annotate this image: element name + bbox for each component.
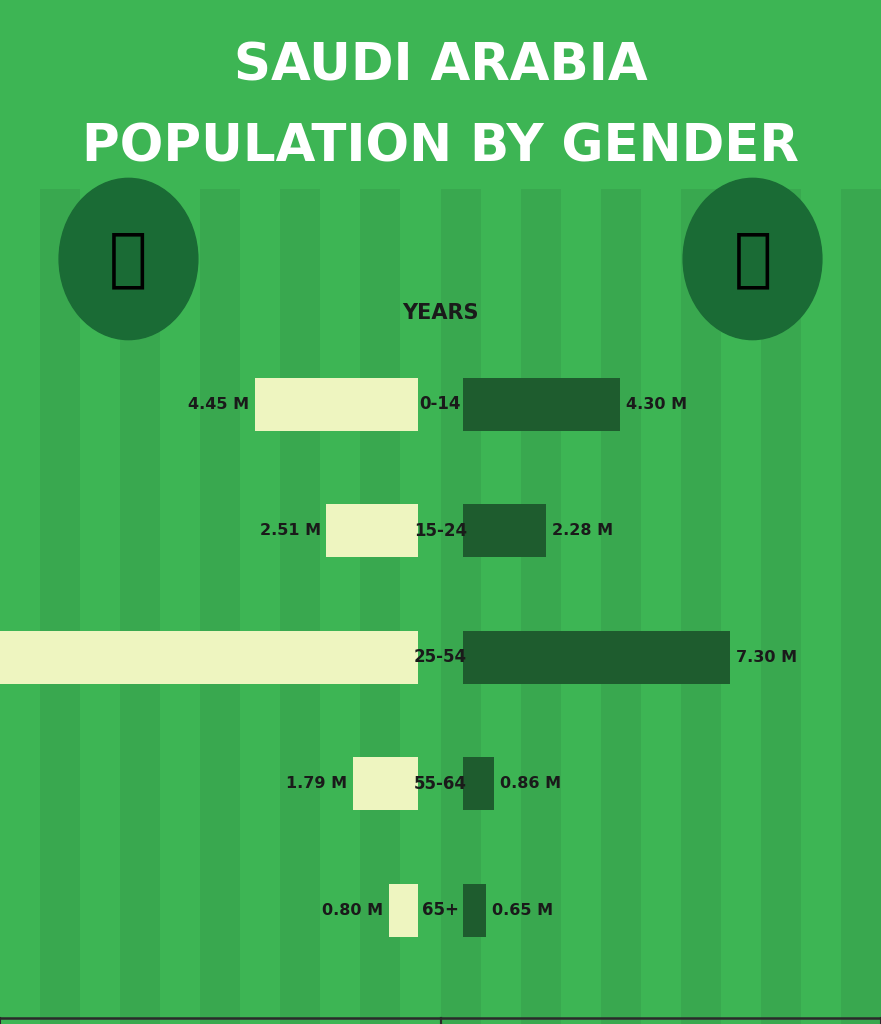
Bar: [326, 504, 418, 557]
Bar: [463, 757, 494, 810]
Text: SAUDI ARABIA: SAUDI ARABIA: [233, 41, 648, 91]
Bar: [721, 189, 761, 1024]
Bar: [841, 189, 881, 1024]
Bar: [280, 189, 321, 1024]
Bar: [321, 189, 360, 1024]
Text: 0.80 M: 0.80 M: [322, 903, 383, 918]
Bar: [601, 189, 640, 1024]
Bar: [761, 189, 801, 1024]
Text: 0-14: 0-14: [419, 395, 462, 414]
Text: 55-64: 55-64: [414, 775, 467, 793]
Text: 25-54: 25-54: [414, 648, 467, 667]
Bar: [352, 757, 418, 810]
Text: 4.30 M: 4.30 M: [626, 397, 687, 412]
Bar: [389, 884, 418, 937]
Bar: [40, 189, 80, 1024]
Bar: [80, 189, 120, 1024]
Bar: [160, 189, 200, 1024]
Bar: [241, 189, 280, 1024]
Bar: [521, 189, 560, 1024]
Bar: [463, 378, 620, 431]
Bar: [640, 189, 681, 1024]
Bar: [463, 504, 546, 557]
Bar: [200, 189, 241, 1024]
Bar: [480, 189, 521, 1024]
Bar: [255, 378, 418, 431]
Bar: [463, 884, 486, 937]
Text: 15-24: 15-24: [414, 522, 467, 540]
Text: 0.65 M: 0.65 M: [492, 903, 553, 918]
Text: 1.79 M: 1.79 M: [286, 776, 347, 792]
Text: 65+: 65+: [422, 901, 459, 920]
Bar: [401, 189, 440, 1024]
Text: 0.86 M: 0.86 M: [500, 776, 560, 792]
Bar: [0, 189, 40, 1024]
Text: YEARS: YEARS: [403, 303, 478, 324]
Text: 2.28 M: 2.28 M: [552, 523, 613, 539]
Text: 7.30 M: 7.30 M: [736, 650, 797, 665]
Text: 2.51 M: 2.51 M: [260, 523, 321, 539]
Bar: [440, 189, 480, 1024]
Text: 👳: 👳: [109, 228, 148, 290]
Bar: [560, 189, 601, 1024]
Bar: [0, 631, 418, 684]
Text: POPULATION BY GENDER: POPULATION BY GENDER: [82, 123, 799, 173]
Bar: [463, 631, 730, 684]
Bar: [801, 189, 841, 1024]
Text: 4.45 M: 4.45 M: [189, 397, 249, 412]
Bar: [681, 189, 721, 1024]
Bar: [120, 189, 160, 1024]
Text: 🧕: 🧕: [733, 228, 772, 290]
Bar: [360, 189, 401, 1024]
